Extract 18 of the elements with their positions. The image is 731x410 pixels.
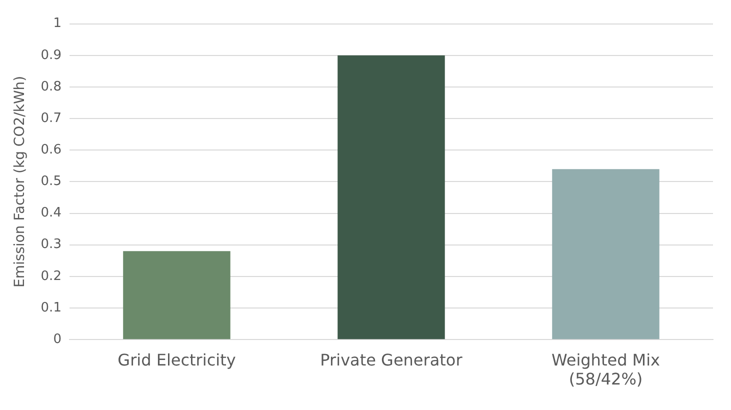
y-tick-label: 0.5 bbox=[40, 174, 62, 190]
y-tick-label: 0.3 bbox=[40, 237, 62, 252]
x-tick-label: Private Generator bbox=[320, 350, 463, 370]
y-tick-label: 0.6 bbox=[40, 142, 62, 158]
y-tick-label: 0 bbox=[53, 332, 62, 347]
x-tick-label: Grid Electricity bbox=[118, 350, 236, 370]
y-tick-label: 0.4 bbox=[40, 206, 62, 221]
bar bbox=[338, 55, 445, 340]
bar bbox=[123, 251, 230, 340]
x-tick-label: Weighted Mix (58/42%) bbox=[551, 350, 660, 389]
y-tick-label: 1 bbox=[53, 16, 62, 32]
y-tick-label: 0.8 bbox=[40, 79, 62, 94]
y-tick-label: 0.1 bbox=[40, 300, 62, 316]
y-tick-label: 0.2 bbox=[40, 268, 62, 284]
y-tick-label: 0.9 bbox=[40, 48, 62, 63]
bar bbox=[552, 169, 660, 340]
y-tick-label: 0.7 bbox=[40, 110, 62, 126]
y-axis-title: Emission Factor (kg CO2/kWh) bbox=[12, 76, 28, 288]
